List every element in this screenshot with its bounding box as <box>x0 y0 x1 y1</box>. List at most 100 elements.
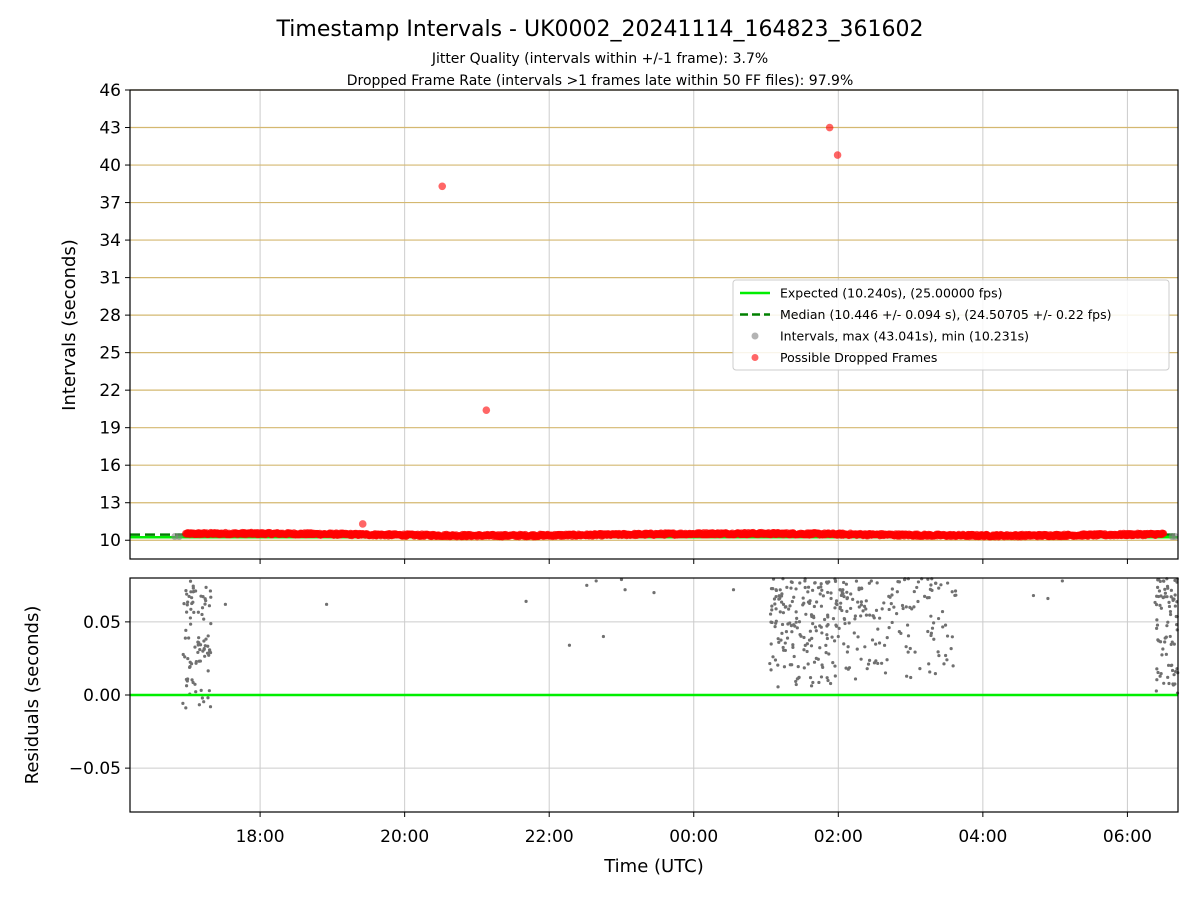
residual-point <box>196 650 200 655</box>
residual-point <box>1155 585 1160 589</box>
residual-point <box>833 579 838 583</box>
residual-point <box>849 592 853 596</box>
residual-point <box>814 600 819 604</box>
residual-point <box>837 626 841 630</box>
residual-point <box>842 617 846 621</box>
residual-point <box>941 625 945 629</box>
residual-point <box>953 589 958 593</box>
residual-point <box>781 611 786 615</box>
intervals-y-axis-label: Intervals (seconds) <box>59 239 80 411</box>
time-tick-label: 20:00 <box>380 827 429 847</box>
interval-point <box>1171 532 1179 540</box>
residual-point <box>206 644 210 648</box>
residual-point <box>193 645 197 649</box>
residual-point <box>790 580 794 585</box>
residual-point <box>779 600 784 604</box>
residual-point <box>324 602 329 606</box>
residual-point <box>890 593 894 597</box>
residual-point <box>1172 597 1176 601</box>
residual-point <box>852 631 856 635</box>
residual-point <box>1165 624 1169 628</box>
residual-point <box>940 609 945 614</box>
legend-entry-label: Median (10.446 +/- 0.094 s), (24.50705 +… <box>780 307 1111 322</box>
intervals-plot-area <box>130 123 1179 541</box>
residual-point <box>860 587 864 591</box>
legend-box <box>732 279 1170 371</box>
residual-point <box>197 659 201 663</box>
residual-point <box>1167 600 1171 605</box>
residual-point <box>831 616 836 621</box>
residual-point <box>892 605 896 609</box>
residual-point <box>864 599 868 603</box>
residual-point <box>845 609 849 613</box>
residual-point <box>887 626 891 630</box>
residual-point <box>187 636 191 640</box>
residual-point <box>779 638 783 642</box>
residual-point <box>819 675 824 679</box>
residual-point <box>1155 594 1159 598</box>
residual-point <box>905 623 910 627</box>
intervals-y-tick-label: 40 <box>99 156 121 176</box>
residual-point <box>808 629 812 633</box>
residual-point <box>927 662 931 666</box>
residual-point <box>916 599 920 604</box>
residual-point <box>183 636 187 640</box>
legend-entry-label: Expected (10.240s), (25.00000 fps) <box>780 286 1002 301</box>
residual-point <box>810 636 814 640</box>
residual-point <box>817 680 821 685</box>
residual-point <box>788 604 792 608</box>
residual-point <box>904 645 908 649</box>
residual-point <box>1168 609 1173 614</box>
residual-point <box>567 643 572 647</box>
residual-point <box>841 588 845 592</box>
residual-point <box>207 689 211 693</box>
residual-point <box>929 583 933 587</box>
residual-point <box>1168 612 1173 617</box>
residual-point <box>1173 604 1177 608</box>
residual-point <box>910 607 914 611</box>
residual-point <box>203 644 207 648</box>
residual-point <box>770 604 774 608</box>
residual-point <box>928 670 932 674</box>
residual-point <box>778 596 782 601</box>
residual-point <box>872 616 876 620</box>
residual-point <box>930 626 935 630</box>
residual-point <box>1162 681 1166 685</box>
residual-point <box>877 641 882 645</box>
residual-point <box>199 688 203 692</box>
residual-point <box>826 678 830 683</box>
residual-point <box>784 605 788 609</box>
residual-point <box>797 620 802 624</box>
residual-point <box>200 612 204 617</box>
residual-point <box>1170 668 1175 673</box>
residual-point <box>1166 586 1170 590</box>
dropped-frame-outlier <box>438 182 447 191</box>
residual-point <box>833 664 837 668</box>
residual-point <box>777 640 781 644</box>
residual-point <box>874 608 879 612</box>
residual-point <box>814 629 818 633</box>
residual-point <box>786 622 790 626</box>
residual-point <box>777 594 781 598</box>
residual-point <box>1158 603 1162 607</box>
residual-point <box>832 639 837 643</box>
residual-point <box>1170 640 1174 644</box>
residual-point <box>781 602 786 606</box>
residual-point <box>196 610 200 614</box>
residual-point <box>825 633 829 637</box>
dropped-frame-point <box>1159 529 1168 538</box>
residual-point <box>792 623 796 627</box>
intervals-y-tick-label: 28 <box>99 306 121 326</box>
residual-point <box>872 661 877 665</box>
residual-point <box>932 621 936 625</box>
residual-point <box>190 678 194 682</box>
residuals-y-ticks: −0.05 0.00 0.05 <box>69 613 130 779</box>
residual-point <box>929 614 933 618</box>
residual-point <box>804 612 808 616</box>
residual-point <box>774 594 778 599</box>
residual-point <box>774 607 778 611</box>
residual-point <box>794 682 798 687</box>
residual-point <box>868 613 872 617</box>
dropped-frame-outlier <box>358 520 367 528</box>
residual-point <box>192 610 196 614</box>
